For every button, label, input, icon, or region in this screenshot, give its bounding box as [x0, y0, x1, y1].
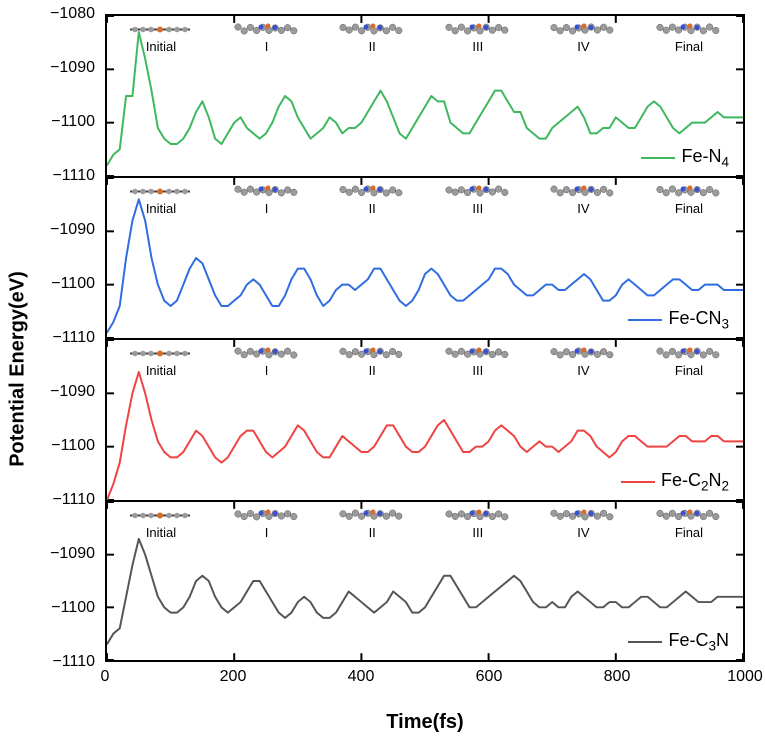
- snapshot-fe_n4-5: Final: [653, 22, 725, 54]
- y-tick-label: −1100: [51, 599, 95, 617]
- legend-fe_n4: Fe-N4: [641, 146, 729, 170]
- y-tick-label: −1090: [50, 221, 95, 239]
- y-tick-label: −1110: [52, 491, 95, 509]
- legend-line-icon: [628, 641, 662, 643]
- snapshot-caption: III: [472, 201, 483, 216]
- snapshot-caption: II: [369, 39, 376, 54]
- snapshot-caption: Final: [675, 39, 703, 54]
- x-tick-label: 1000: [727, 668, 763, 686]
- snapshot-caption: III: [472, 363, 483, 378]
- y-tick-label: −1100: [51, 275, 95, 293]
- snapshot-fe_n4-3: III: [442, 22, 514, 54]
- y-tick-label: −1110: [52, 653, 95, 671]
- snapshot-fe_c2n2-2: II: [336, 346, 408, 378]
- y-tick-label: −1090: [50, 59, 95, 77]
- snapshot-fe_n4-1: I: [231, 22, 303, 54]
- snapshot-caption: III: [472, 525, 483, 540]
- snapshot-fe_cn3-1: I: [231, 184, 303, 216]
- snapshot-caption: I: [265, 39, 269, 54]
- snapshot-fe_n4-2: II: [336, 22, 408, 54]
- snapshot-caption: Final: [675, 201, 703, 216]
- legend-line-icon: [621, 481, 655, 483]
- panel-fe_c2n2: InitialIIIIIIIVFinalFe-C2N2: [105, 338, 745, 500]
- snapshot-caption: Initial: [146, 525, 176, 540]
- x-tick-label: 600: [476, 668, 503, 686]
- snapshot-fe_c3n-3: III: [442, 508, 514, 540]
- legend-text: Fe-C2N2: [661, 470, 729, 494]
- snapshot-caption: III: [472, 39, 483, 54]
- snapshot-fe_n4-4: IV: [547, 22, 619, 54]
- snapshot-fe_c2n2-3: III: [442, 346, 514, 378]
- y-tick-label: −1110: [52, 167, 95, 185]
- legend-text: Fe-C3N: [668, 630, 729, 654]
- snapshot-caption: I: [265, 363, 269, 378]
- snapshot-caption: II: [369, 525, 376, 540]
- snapshot-caption: Initial: [146, 363, 176, 378]
- snapshot-fe_n4-0: Initial: [125, 22, 197, 54]
- x-tick-label: 800: [604, 668, 631, 686]
- x-tick-label: 0: [101, 668, 110, 686]
- x-tick-label: 400: [348, 668, 375, 686]
- snapshot-caption: Initial: [146, 39, 176, 54]
- legend-line-icon: [641, 157, 675, 159]
- legend-text: Fe-N4: [681, 146, 729, 170]
- snapshot-fe_c3n-2: II: [336, 508, 408, 540]
- snapshot-caption: Initial: [146, 201, 176, 216]
- snapshot-caption: II: [369, 363, 376, 378]
- y-tick-label: −1090: [50, 383, 95, 401]
- legend-fe_c2n2: Fe-C2N2: [621, 470, 729, 494]
- snapshot-fe_c3n-1: I: [231, 508, 303, 540]
- legend-fe_c3n: Fe-C3N: [628, 630, 729, 654]
- y-tick-label: −1090: [50, 545, 95, 563]
- snapshot-row-fe_n4: InitialIIIIIIIVFinal: [125, 22, 725, 54]
- snapshot-caption: Final: [675, 363, 703, 378]
- snapshot-row-fe_c3n: InitialIIIIIIIVFinal: [125, 508, 725, 540]
- snapshot-fe_cn3-3: III: [442, 184, 514, 216]
- snapshot-fe_c3n-5: Final: [653, 508, 725, 540]
- snapshot-fe_c2n2-4: IV: [547, 346, 619, 378]
- snapshot-caption: I: [265, 525, 269, 540]
- x-axis-label: Time(fs): [105, 711, 745, 734]
- snapshot-caption: I: [265, 201, 269, 216]
- snapshot-caption: IV: [577, 525, 589, 540]
- snapshot-caption: IV: [577, 363, 589, 378]
- panel-fe_n4: InitialIIIIIIIVFinalFe-N4: [105, 14, 745, 176]
- snapshot-fe_cn3-5: Final: [653, 184, 725, 216]
- figure-container: Potential Energy(eV) InitialIIIIIIIVFina…: [0, 0, 765, 738]
- snapshot-fe_c3n-4: IV: [547, 508, 619, 540]
- y-tick-label: −1110: [52, 329, 95, 347]
- snapshot-fe_c2n2-0: Initial: [125, 346, 197, 378]
- snapshot-caption: II: [369, 201, 376, 216]
- snapshot-fe_cn3-0: Initial: [125, 184, 197, 216]
- snapshot-row-fe_cn3: InitialIIIIIIIVFinal: [125, 184, 725, 216]
- y-tick-labels: −1080−1090−1100−1110−1090−1100−1110−1090…: [0, 14, 95, 662]
- snapshot-fe_cn3-2: II: [336, 184, 408, 216]
- legend-text: Fe-CN3: [668, 308, 729, 332]
- y-tick-label: −1100: [51, 113, 95, 131]
- x-tick-labels: 02004006008001000: [105, 668, 745, 692]
- panel-fe_cn3: InitialIIIIIIIVFinalFe-CN3: [105, 176, 745, 338]
- panels-area: InitialIIIIIIIVFinalFe-N4 InitialIIIIIII…: [105, 14, 745, 662]
- snapshot-caption: IV: [577, 201, 589, 216]
- x-tick-label: 200: [220, 668, 247, 686]
- legend-line-icon: [628, 319, 662, 321]
- snapshot-row-fe_c2n2: InitialIIIIIIIVFinal: [125, 346, 725, 378]
- legend-fe_cn3: Fe-CN3: [628, 308, 729, 332]
- snapshot-fe_c2n2-5: Final: [653, 346, 725, 378]
- snapshot-caption: Final: [675, 525, 703, 540]
- snapshot-fe_c3n-0: Initial: [125, 508, 197, 540]
- panel-fe_c3n: InitialIIIIIIIVFinalFe-C3N: [105, 500, 745, 662]
- snapshot-fe_c2n2-1: I: [231, 346, 303, 378]
- y-tick-label: −1080: [50, 5, 95, 23]
- snapshot-caption: IV: [577, 39, 589, 54]
- y-tick-label: −1100: [51, 437, 95, 455]
- snapshot-fe_cn3-4: IV: [547, 184, 619, 216]
